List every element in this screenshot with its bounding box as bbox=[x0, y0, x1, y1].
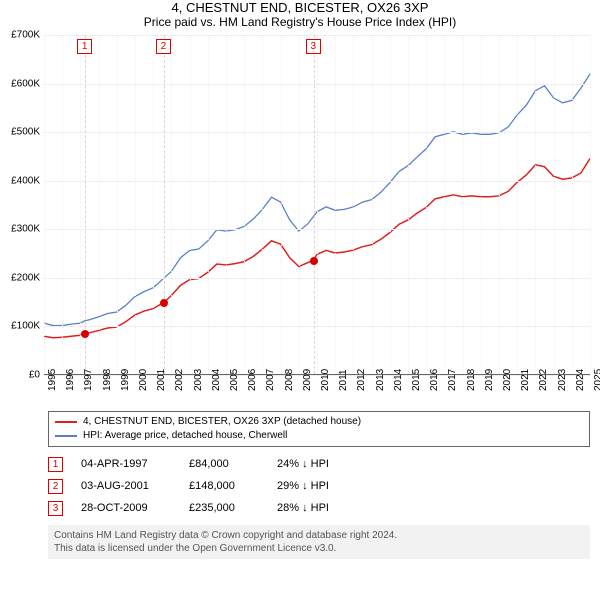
x-tick-label: 2023 bbox=[557, 377, 568, 391]
sale-event-price: £235,000 bbox=[189, 497, 259, 519]
x-tick-label: 2000 bbox=[138, 377, 149, 391]
y-tick-label: £700K bbox=[0, 30, 40, 41]
x-tick-label: 2009 bbox=[302, 377, 313, 391]
sale-event-price: £148,000 bbox=[189, 475, 259, 497]
sale-marker: 3 bbox=[306, 39, 321, 54]
sale-event-date: 04-APR-1997 bbox=[81, 453, 171, 475]
plot-area: £0£100K£200K£300K£400K£500K£600K£700K123 bbox=[44, 35, 590, 375]
x-tick-label: 2025 bbox=[593, 377, 600, 391]
sale-event-marker: 3 bbox=[48, 501, 63, 516]
x-tick-label: 2015 bbox=[411, 377, 422, 391]
x-tick-label: 1996 bbox=[65, 377, 76, 391]
x-tick-label: 2012 bbox=[356, 377, 367, 391]
attribution: Contains HM Land Registry data © Crown c… bbox=[48, 525, 590, 559]
legend-label: 4, CHESTNUT END, BICESTER, OX26 3XP (det… bbox=[83, 415, 361, 429]
sale-event-marker: 1 bbox=[48, 457, 63, 472]
x-tick-label: 2021 bbox=[520, 377, 531, 391]
sale-event-marker: 2 bbox=[48, 479, 63, 494]
chart-subtitle: Price paid vs. HM Land Registry's House … bbox=[0, 15, 600, 29]
y-tick-label: £200K bbox=[0, 272, 40, 283]
sale-event-delta: 28% ↓ HPI bbox=[277, 497, 329, 519]
x-tick-label: 2005 bbox=[229, 377, 240, 391]
legend-label: HPI: Average price, detached house, Cher… bbox=[83, 429, 287, 443]
x-tick-label: 2020 bbox=[502, 377, 513, 391]
legend: 4, CHESTNUT END, BICESTER, OX26 3XP (det… bbox=[48, 411, 590, 447]
x-tick-label: 2013 bbox=[375, 377, 386, 391]
attribution-line: Contains HM Land Registry data © Crown c… bbox=[54, 529, 584, 542]
sale-dot bbox=[81, 330, 89, 338]
x-tick-label: 2017 bbox=[447, 377, 458, 391]
x-tick-label: 2004 bbox=[211, 377, 222, 391]
x-tick-label: 2003 bbox=[193, 377, 204, 391]
legend-swatch bbox=[55, 421, 77, 423]
y-tick-label: £500K bbox=[0, 127, 40, 138]
legend-item-hpi: HPI: Average price, detached house, Cher… bbox=[55, 429, 583, 443]
sale-event-delta: 24% ↓ HPI bbox=[277, 453, 329, 475]
sale-event-date: 03-AUG-2001 bbox=[81, 475, 171, 497]
x-tick-label: 2006 bbox=[247, 377, 258, 391]
sale-dot bbox=[310, 257, 318, 265]
attribution-line: This data is licensed under the Open Gov… bbox=[54, 542, 584, 555]
legend-swatch bbox=[55, 435, 77, 437]
x-tick-label: 2008 bbox=[284, 377, 295, 391]
x-tick-label: 2007 bbox=[265, 377, 276, 391]
sale-event-row: 3 28-OCT-2009 £235,000 28% ↓ HPI bbox=[48, 497, 590, 519]
sale-events-table: 1 04-APR-1997 £84,000 24% ↓ HPI 2 03-AUG-2001… bbox=[48, 453, 590, 519]
x-tick-label: 2024 bbox=[575, 377, 586, 391]
y-tick-label: £100K bbox=[0, 321, 40, 332]
chart-title: 4, CHESTNUT END, BICESTER, OX26 3XP bbox=[0, 0, 600, 15]
x-tick-label: 2010 bbox=[320, 377, 331, 391]
y-tick-label: £600K bbox=[0, 78, 40, 89]
legend-item-price-paid: 4, CHESTNUT END, BICESTER, OX26 3XP (det… bbox=[55, 415, 583, 429]
chart-area: £0£100K£200K£300K£400K£500K£600K£700K123 bbox=[44, 35, 590, 375]
x-tick-label: 2018 bbox=[466, 377, 477, 391]
sale-event-delta: 29% ↓ HPI bbox=[277, 475, 329, 497]
x-tick-label: 1999 bbox=[120, 377, 131, 391]
sale-event-row: 2 03-AUG-2001 £148,000 29% ↓ HPI bbox=[48, 475, 590, 497]
x-tick-label: 2022 bbox=[538, 377, 549, 391]
sale-event-date: 28-OCT-2009 bbox=[81, 497, 171, 519]
x-tick-label: 2016 bbox=[429, 377, 440, 391]
x-tick-label: 1998 bbox=[102, 377, 113, 391]
x-tick-label: 1997 bbox=[83, 377, 94, 391]
x-tick-label: 2011 bbox=[338, 377, 349, 391]
sale-marker: 1 bbox=[77, 39, 92, 54]
x-tick-label: 1995 bbox=[47, 377, 58, 391]
y-tick-label: £400K bbox=[0, 175, 40, 186]
x-tick-label: 2019 bbox=[484, 377, 495, 391]
sale-marker: 2 bbox=[156, 39, 171, 54]
y-tick-label: £300K bbox=[0, 224, 40, 235]
x-tick-label: 2001 bbox=[156, 377, 167, 391]
sale-event-price: £84,000 bbox=[189, 453, 259, 475]
sale-event-row: 1 04-APR-1997 £84,000 24% ↓ HPI bbox=[48, 453, 590, 475]
x-tick-label: 2002 bbox=[174, 377, 185, 391]
x-axis-labels: 1995 1996 1997 1998 1999 2000 2001 2002 2003 2004… bbox=[44, 375, 590, 405]
sale-dot bbox=[160, 299, 168, 307]
x-tick-label: 2014 bbox=[393, 377, 404, 391]
y-tick-label: £0 bbox=[0, 370, 40, 381]
